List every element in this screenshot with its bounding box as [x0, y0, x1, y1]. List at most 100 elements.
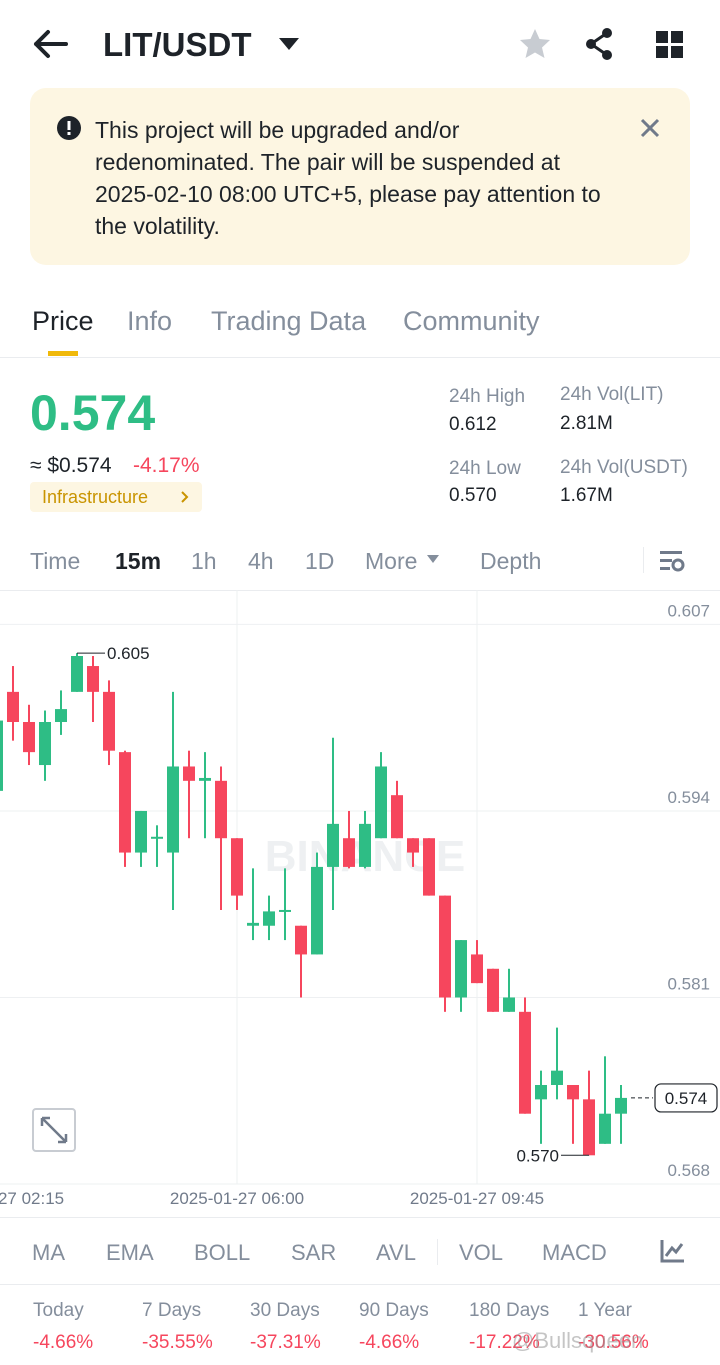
y-tick-label: 0.581 [667, 974, 710, 993]
last-price-label: 0.574 [665, 1089, 708, 1108]
candle-body [7, 691, 19, 722]
period-change: -17.22% [469, 1332, 540, 1353]
notice-line: the volatility. [95, 213, 220, 239]
candle-body [359, 823, 371, 867]
period-label: 30 Days [250, 1300, 320, 1321]
candle-body [39, 722, 51, 766]
candle-body [615, 1097, 627, 1114]
candle-body [343, 838, 355, 867]
tab-indicator [48, 351, 78, 356]
candle-body [311, 866, 323, 955]
indicator[interactable]: SAR [291, 1240, 337, 1265]
back-button[interactable] [30, 28, 70, 60]
interval-active[interactable]: 15m [115, 548, 162, 574]
candle-body [119, 752, 131, 853]
candle-body [103, 691, 115, 751]
interval[interactable]: Time [30, 548, 81, 574]
interval[interactable]: 1D [305, 548, 335, 574]
tab[interactable]: Info [127, 306, 173, 336]
divider [0, 1284, 720, 1285]
notice-line: This project will be upgraded and/or [95, 117, 460, 143]
tag-chevron [181, 491, 189, 503]
stat-label: 24h Vol(LIT) [560, 384, 664, 405]
indicator[interactable]: BOLL [194, 1240, 251, 1265]
stat-label: 24h High [449, 386, 526, 407]
interval[interactable]: Depth [480, 548, 542, 574]
close-notice[interactable] [640, 118, 660, 138]
candle-body [583, 1099, 595, 1156]
period-label: 180 Days [469, 1300, 550, 1321]
candle-body [455, 940, 467, 998]
more-dropdown[interactable] [426, 554, 440, 564]
x-tick-label: 2025-01-27 09:45 [410, 1189, 544, 1208]
candle-body [423, 838, 435, 896]
candle-body [151, 836, 163, 839]
last-price-box [654, 1083, 718, 1113]
candle-body [87, 666, 99, 692]
indicator[interactable]: MA [32, 1240, 65, 1265]
pair-dropdown[interactable] [278, 36, 300, 52]
period-change: -4.66% [33, 1332, 94, 1353]
candle-body [247, 922, 259, 926]
candle-body [391, 795, 403, 839]
chart-settings[interactable] [660, 549, 686, 573]
tab[interactable]: Trading Data [211, 306, 367, 336]
tab[interactable]: Community [403, 306, 540, 336]
stat-value: 2.81M [560, 413, 613, 434]
layout-icon[interactable] [656, 31, 684, 59]
candle-body [0, 720, 3, 791]
candle-body [471, 954, 483, 984]
last-price: 0.574 [30, 385, 156, 441]
interval[interactable]: More [365, 548, 418, 574]
tab-active[interactable]: Price [32, 306, 94, 336]
candle-body [23, 722, 35, 753]
indicator[interactable]: AVL [376, 1240, 416, 1265]
candle-body [135, 810, 147, 853]
indicator[interactable]: MACD [542, 1240, 607, 1265]
tag-badge[interactable] [30, 482, 202, 512]
candle-body [407, 838, 419, 853]
candle-body [295, 925, 307, 955]
candle-body [567, 1085, 579, 1100]
candle-body [71, 656, 83, 692]
divider [0, 357, 720, 358]
stat-label: 24h Low [449, 458, 521, 479]
indicator[interactable]: EMA [106, 1240, 154, 1265]
candle-body [279, 909, 291, 912]
period-label: 7 Days [142, 1300, 202, 1321]
candle-body [215, 780, 227, 839]
period-change: -4.66% [359, 1332, 420, 1353]
candle-body [599, 1113, 611, 1144]
candle-body [375, 766, 387, 839]
period-label: Today [33, 1300, 84, 1321]
watermark: @Bullsqueen [512, 1328, 644, 1353]
indicator-settings[interactable] [660, 1238, 686, 1264]
pair-title[interactable]: LIT/USDT [103, 26, 252, 63]
divider [0, 1217, 720, 1218]
tag-label[interactable]: Infrastructure [42, 487, 149, 507]
expand-button[interactable] [32, 1108, 76, 1152]
stat-value: 1.67M [560, 485, 613, 506]
candle-body [199, 777, 211, 781]
min-marker-label: 0.570 [516, 1146, 559, 1165]
interval[interactable]: 1h [191, 548, 217, 574]
divider [0, 590, 720, 591]
period-label: 90 Days [359, 1300, 429, 1321]
price-change: -4.17% [133, 454, 200, 477]
period-change: -37.31% [250, 1332, 321, 1353]
candle-body [183, 766, 195, 781]
favorite-icon[interactable] [518, 27, 552, 61]
y-tick-label: 0.594 [667, 788, 710, 807]
interval[interactable]: 4h [248, 548, 274, 574]
share-icon[interactable] [583, 27, 617, 61]
x-tick-label: 2025-01-27 06:00 [170, 1189, 304, 1208]
stat-value: 0.612 [449, 414, 497, 435]
x-tick-label: 2025-01-27 02:15 [0, 1189, 64, 1208]
notice-banner [30, 88, 690, 265]
y-tick-label: 0.568 [667, 1161, 710, 1180]
candle-body [55, 709, 67, 722]
candle-body [263, 911, 275, 926]
candle-body [519, 1011, 531, 1114]
candle-body [535, 1085, 547, 1100]
indicator[interactable]: VOL [459, 1240, 504, 1265]
